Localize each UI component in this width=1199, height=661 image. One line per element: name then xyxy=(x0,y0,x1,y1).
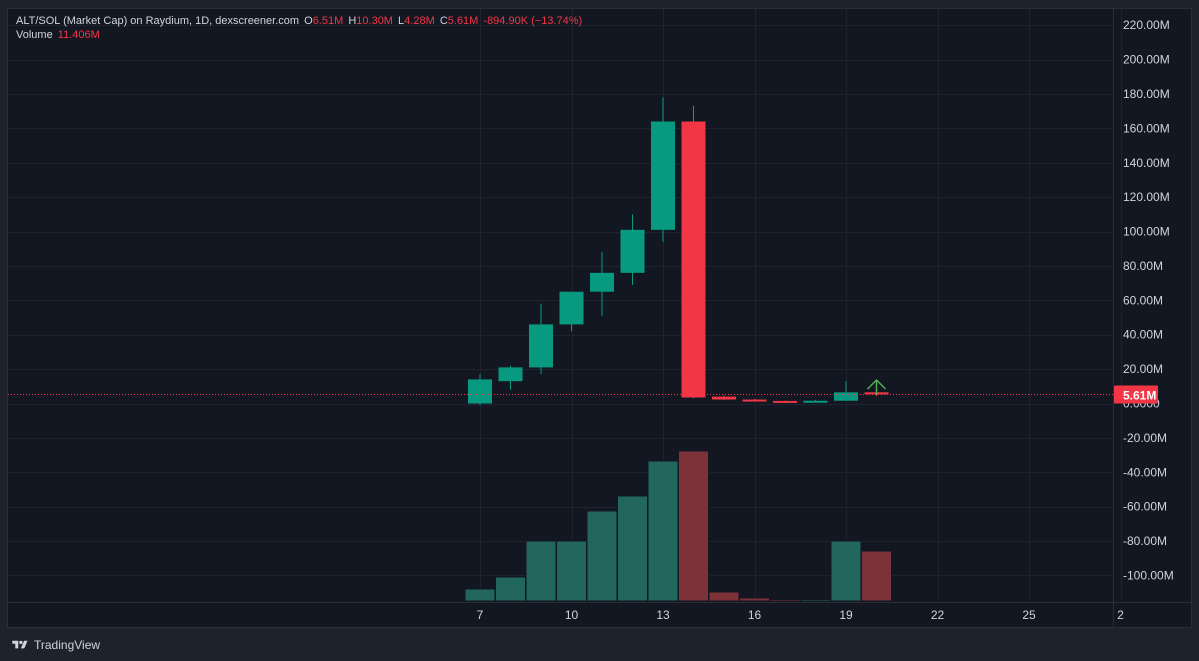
y-tick-label: 100.00M xyxy=(1123,225,1170,239)
y-tick-label: 120.00M xyxy=(1123,190,1170,204)
candle xyxy=(559,291,584,332)
candle-body xyxy=(529,324,553,368)
tradingview-logo-icon xyxy=(12,640,28,649)
legend-close-label: C xyxy=(439,15,448,27)
legend-row-ohlc: ALT/SOL (Market Cap) on Raydium, 1D, dex… xyxy=(16,14,584,28)
volume-series xyxy=(464,450,892,602)
volume-bar xyxy=(495,576,526,602)
volume-bar xyxy=(586,510,618,602)
legend-open-value: 6.51M xyxy=(312,15,344,27)
y-tick-label: -20.00M xyxy=(1123,431,1167,445)
candle-series xyxy=(468,97,889,406)
legend-change: -894.90K (−13.74%) xyxy=(483,15,583,27)
candle-body xyxy=(651,121,675,230)
y-tick-label: -100.00M xyxy=(1123,568,1174,582)
y-tick-label: 80.00M xyxy=(1123,259,1163,273)
y-tick-label: -60.00M xyxy=(1123,500,1167,514)
legend-open-label: O xyxy=(304,15,313,27)
price-axis: 220.00M 200.00M 180.00M 160.00M 140.00M 120.0… xyxy=(1123,18,1174,582)
legend-volume-value: 11.406M xyxy=(57,29,100,41)
volume-bar xyxy=(556,540,587,602)
volume-bar xyxy=(769,599,801,602)
legend-low-value: 4.28M xyxy=(404,15,435,27)
candle-body xyxy=(803,400,828,403)
y-tick-label: 60.00M xyxy=(1123,293,1163,307)
tradingview-brand: TradingView xyxy=(34,638,101,652)
candle-body xyxy=(620,229,645,273)
tradingview-footer[interactable]: TradingView xyxy=(10,637,100,653)
x-tick-label: 2 xyxy=(1117,608,1124,622)
candle xyxy=(529,303,553,375)
y-tick-label: 180.00M xyxy=(1123,87,1170,101)
candle xyxy=(681,106,706,399)
last-price-text: 5.61M xyxy=(1123,389,1156,403)
candle-body xyxy=(681,121,706,398)
volume-bar xyxy=(647,460,679,602)
candle xyxy=(468,374,492,406)
candle-body xyxy=(498,367,523,382)
legend-close-value: 5.61M xyxy=(447,15,479,27)
x-tick-label: 19 xyxy=(839,608,853,622)
candle-body xyxy=(559,291,584,325)
y-tick-label: -80.00M xyxy=(1123,534,1167,548)
volume-bar xyxy=(464,588,496,602)
candle-body xyxy=(742,399,767,402)
volume-bar xyxy=(830,540,862,602)
candle xyxy=(773,400,797,403)
x-tick-label: 13 xyxy=(656,608,670,622)
time-axis: 7 10 13 16 19 22 25 2 xyxy=(477,608,1125,622)
candle-body xyxy=(468,379,492,404)
volume-bar xyxy=(739,597,770,602)
volume-bar xyxy=(708,591,740,602)
candle xyxy=(803,400,828,403)
x-tick-label: 22 xyxy=(931,608,945,622)
last-price-box xyxy=(1114,385,1158,404)
legend-high-value: 10.30M xyxy=(356,15,393,27)
y-tick-label: 220.00M xyxy=(1123,18,1170,32)
legend-volume-label: Volume xyxy=(16,29,53,41)
candle xyxy=(498,365,523,390)
candle-body xyxy=(590,272,614,292)
legend-low-label: L xyxy=(398,15,405,27)
legend-high-label: H xyxy=(348,15,357,27)
x-tick-label: 25 xyxy=(1022,608,1036,622)
x-tick-label: 16 xyxy=(748,608,762,622)
y-tick-label: 140.00M xyxy=(1123,156,1170,170)
candle-body xyxy=(712,396,736,400)
candle xyxy=(742,399,767,402)
volume-bar xyxy=(861,550,892,602)
candle-body xyxy=(834,392,858,401)
y-tick-label: -40.00M xyxy=(1123,465,1167,479)
y-tick-label: 20.00M xyxy=(1123,362,1163,376)
y-tick-label: 40.00M xyxy=(1123,328,1163,342)
candle xyxy=(590,252,614,316)
candle xyxy=(712,395,736,401)
x-tick-label: 10 xyxy=(565,608,579,622)
candle-body xyxy=(773,400,797,403)
candle xyxy=(620,214,645,285)
last-price-label: 5.61M xyxy=(1114,385,1158,404)
legend-row-volume: Volume 11.406M xyxy=(16,28,584,42)
y-tick-label: 200.00M xyxy=(1123,53,1170,67)
legend-symbol: ALT/SOL (Market Cap) on Raydium, 1D, dex… xyxy=(16,15,300,27)
y-tick-label: 160.00M xyxy=(1123,121,1170,135)
candle xyxy=(834,381,858,401)
volume-bar xyxy=(678,450,709,602)
volume-bar xyxy=(800,599,831,602)
buy-arrow-icon xyxy=(866,378,887,395)
candle xyxy=(651,97,675,242)
chart-legend: ALT/SOL (Market Cap) on Raydium, 1D, dex… xyxy=(16,14,584,42)
x-tick-label: 7 xyxy=(477,608,484,622)
volume-bar xyxy=(617,495,648,602)
volume-bar xyxy=(525,540,557,602)
